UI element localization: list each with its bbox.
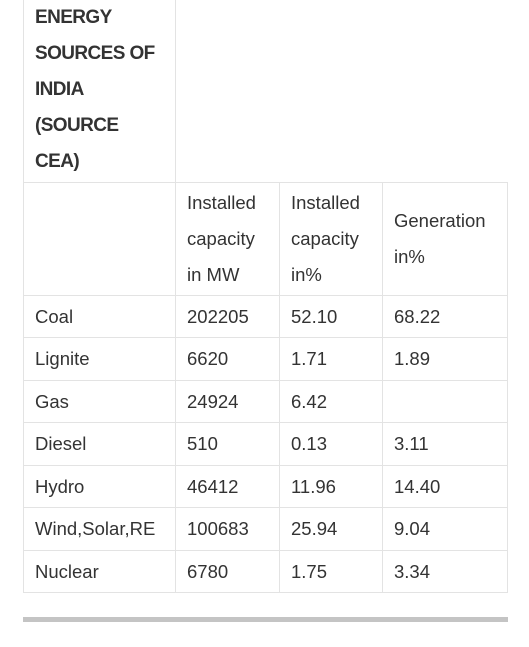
cell-text: Coal [35,305,74,327]
header-cell [23,183,176,296]
cell-text: 11.96 [291,475,336,497]
cell-text: 202205 [187,305,249,327]
table-cell: 202205 [176,296,280,338]
table-cell: Lignite [23,338,176,381]
table-cell [383,381,508,423]
scroll-bar [23,617,508,622]
cell-text: Gas [35,390,69,412]
table-cell: 6620 [176,338,280,381]
cell-text: 52.10 [291,305,338,327]
table-cell: Diesel [23,423,176,466]
table-cell: 3.11 [383,423,508,466]
table-cell: 52.10 [280,296,383,338]
header-cell: Generation in% [383,183,508,296]
table-cell: 100683 [176,508,280,551]
cell-text: 1.71 [291,348,328,369]
table-cell: 9.04 [383,508,508,551]
table-cell: 46412 [176,466,280,508]
cell-text: 25.94 [291,518,338,539]
table-cell: 510 [176,423,280,466]
cell-text: 100683 [187,518,249,539]
cell-text: Diesel [35,433,87,454]
cell-text: 3.11 [394,433,429,454]
cell-text: 6620 [187,348,229,369]
cell-text: Installed capacity in% [291,192,360,285]
cell-text: 6780 [187,560,229,582]
cell-text: 3.34 [394,560,431,582]
table-cell: 14.40 [383,466,508,508]
cell-text: Hydro [35,475,85,497]
cell-text: Wind,Solar,RE [35,518,156,539]
table-cell: Wind,Solar,RE [23,508,176,551]
cell-text: 68.22 [394,305,441,327]
table-cell: Coal [23,296,176,338]
table-cell: 0.13 [280,423,383,466]
cell-text: Generation in% [394,210,486,267]
cell-text: 1.75 [291,560,328,582]
cell-text: Installed capacity in MW [187,192,256,285]
table-cell: 11.96 [280,466,383,508]
table-cell: Hydro [23,466,176,508]
table-cell: 1.71 [280,338,383,381]
table-cell: 25.94 [280,508,383,551]
header-cell: Installed capacity in MW [176,183,280,296]
table-cell: 68.22 [383,296,508,338]
cell-text: Lignite [35,348,90,369]
cell-text: ENERGY SOURCES OF INDIA (SOURCE CEA) [35,7,155,172]
empty-cell [176,0,508,183]
cell-text: 510 [187,433,218,454]
table-cell: Gas [23,381,176,423]
cell-text: 1.89 [394,348,431,369]
table-cell: 6780 [176,551,280,593]
cell-text: 0.13 [291,433,328,454]
table-cell: 6.42 [280,381,383,423]
cell-text: 14.40 [394,475,441,497]
cell-text: 24924 [187,390,239,412]
table-cell: 24924 [176,381,280,423]
table-cell: 1.75 [280,551,383,593]
title-cell: ENERGY SOURCES OF INDIA (SOURCE CEA) [23,0,176,183]
cell-text: 6.42 [291,390,328,412]
cell-text: 46412 [187,475,239,497]
cell-text: Nuclear [35,560,99,582]
table-cell: Nuclear [23,551,176,593]
cell-text: 9.04 [394,518,431,539]
table-cell: 3.34 [383,551,508,593]
header-cell: Installed capacity in% [280,183,383,296]
table-cell: 1.89 [383,338,508,381]
